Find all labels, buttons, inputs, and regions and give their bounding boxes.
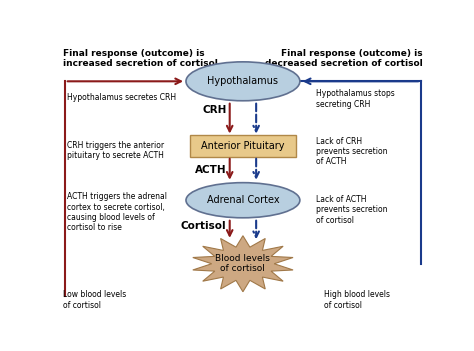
Text: High blood levels
of cortisol: High blood levels of cortisol (324, 290, 390, 310)
Text: ACTH: ACTH (195, 165, 227, 175)
Text: ACTH triggers the adrenal
cortex to secrete cortisol,
causing blood levels of
co: ACTH triggers the adrenal cortex to secr… (66, 192, 166, 232)
Text: Final response (outcome) is
increased secretion of cortisol: Final response (outcome) is increased se… (63, 49, 218, 68)
Text: Hypothalamus: Hypothalamus (208, 76, 278, 86)
Text: Anterior Pituitary: Anterior Pituitary (201, 141, 285, 151)
Text: CRH: CRH (202, 105, 227, 115)
Polygon shape (193, 236, 293, 292)
Text: Blood levels
of cortisol: Blood levels of cortisol (216, 254, 270, 273)
Ellipse shape (186, 183, 300, 218)
Text: Adrenal Cortex: Adrenal Cortex (207, 195, 279, 205)
Text: Hypothalamus stops
secreting CRH: Hypothalamus stops secreting CRH (316, 89, 395, 108)
Text: CRH triggers the anterior
pituitary to secrete ACTH: CRH triggers the anterior pituitary to s… (66, 140, 164, 160)
Text: Hypothalamus secretes CRH: Hypothalamus secretes CRH (66, 93, 176, 102)
Text: Lack of ACTH
prevents secretion
of cortisol: Lack of ACTH prevents secretion of corti… (316, 195, 388, 225)
Ellipse shape (186, 62, 300, 101)
Text: Cortisol: Cortisol (181, 221, 227, 231)
Text: Lack of CRH
prevents secretion
of ACTH: Lack of CRH prevents secretion of ACTH (316, 137, 388, 166)
Text: Final response (outcome) is
decreased secretion of cortisol: Final response (outcome) is decreased se… (265, 49, 423, 68)
Text: Low blood levels
of cortisol: Low blood levels of cortisol (63, 290, 126, 310)
FancyBboxPatch shape (190, 135, 296, 157)
